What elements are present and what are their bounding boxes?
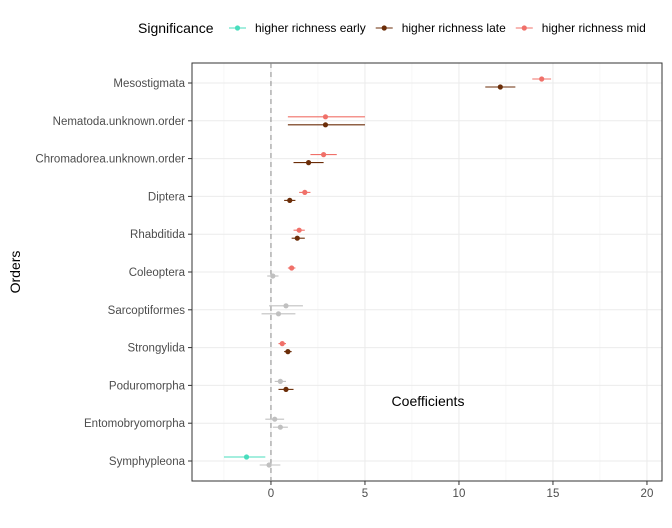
data-point-group <box>284 197 296 203</box>
data-point-group <box>287 265 296 271</box>
data-point-group <box>310 152 337 158</box>
legend-key-point <box>521 25 527 31</box>
data-point-group <box>299 189 311 195</box>
data-point-group <box>284 349 292 355</box>
x-axis-title: Coefficients <box>392 393 465 409</box>
data-point <box>279 341 285 347</box>
y-tick-label: Entomobryomorpha <box>84 418 186 430</box>
x-tick-label: 0 <box>268 488 274 500</box>
y-tick-label: Coleoptera <box>129 267 186 279</box>
data-point <box>539 76 545 82</box>
data-point-group <box>287 114 365 120</box>
data-point-group <box>267 273 279 279</box>
data-point <box>266 462 272 468</box>
y-tick-label: Rhabditida <box>130 229 186 241</box>
data-point <box>289 265 295 271</box>
data-point-group <box>261 311 296 317</box>
legend-key-point <box>381 25 387 31</box>
data-point-group <box>532 76 552 82</box>
x-tick-label: 10 <box>453 488 466 500</box>
legend-label: higher richness late <box>402 21 506 35</box>
y-tick-label: Diptera <box>148 191 186 203</box>
data-point <box>272 416 278 422</box>
data-point <box>305 160 312 166</box>
y-tick-label: Symphypleona <box>109 456 186 468</box>
data-point <box>322 114 329 120</box>
data-point-group <box>287 122 365 128</box>
data-point <box>296 227 302 233</box>
data-point <box>283 386 289 392</box>
data-point-group <box>269 303 303 309</box>
plot-panel <box>191 62 663 482</box>
y-tick-label: Poduromorpha <box>109 380 186 392</box>
data-point <box>275 311 282 317</box>
data-point <box>321 152 327 158</box>
y-axis-title: Orders <box>7 251 23 294</box>
legend-title: Significance <box>138 20 214 36</box>
data-point <box>283 303 289 309</box>
data-point <box>322 122 329 128</box>
x-tick-label: 15 <box>547 488 560 500</box>
data-point-group <box>223 454 266 460</box>
data-point <box>270 273 276 279</box>
data-point-group <box>272 424 288 430</box>
y-tick-label: Strongylida <box>127 343 185 355</box>
data-point <box>294 235 300 241</box>
data-point <box>285 349 291 355</box>
legend-key-point <box>234 25 241 31</box>
x-axis: 0 5 10 15 20 <box>268 481 654 500</box>
data-point-group <box>485 84 516 90</box>
legend-label: higher richness early <box>255 21 366 35</box>
data-point-group <box>293 227 305 233</box>
data-point <box>243 454 250 460</box>
data-point <box>287 197 293 203</box>
legend: Significance higher richness early higher… <box>138 20 646 36</box>
data-point <box>277 378 283 384</box>
data-point <box>277 424 283 430</box>
x-tick-label: 5 <box>362 488 368 500</box>
data-point <box>497 84 503 90</box>
data-point-group <box>274 378 286 384</box>
y-tick-label: Nematoda.unknown.order <box>53 116 185 128</box>
data-point-group <box>293 160 324 166</box>
y-axis: Mesostigmata Nematoda.unknown.order Chroma… <box>35 78 192 468</box>
data-point-group <box>259 462 281 468</box>
y-tick-label: Sarcoptiformes <box>108 305 186 317</box>
data-point-group <box>278 386 294 392</box>
x-tick-label: 20 <box>641 488 654 500</box>
data-point <box>302 189 308 195</box>
data-point-group <box>291 235 305 241</box>
y-tick-label: Chromadorea.unknown.order <box>35 154 185 166</box>
data-point-group <box>265 416 285 422</box>
legend-label: higher richness mid <box>542 21 646 35</box>
y-tick-label: Mesostigmata <box>113 78 185 90</box>
data-point-group <box>278 341 286 347</box>
